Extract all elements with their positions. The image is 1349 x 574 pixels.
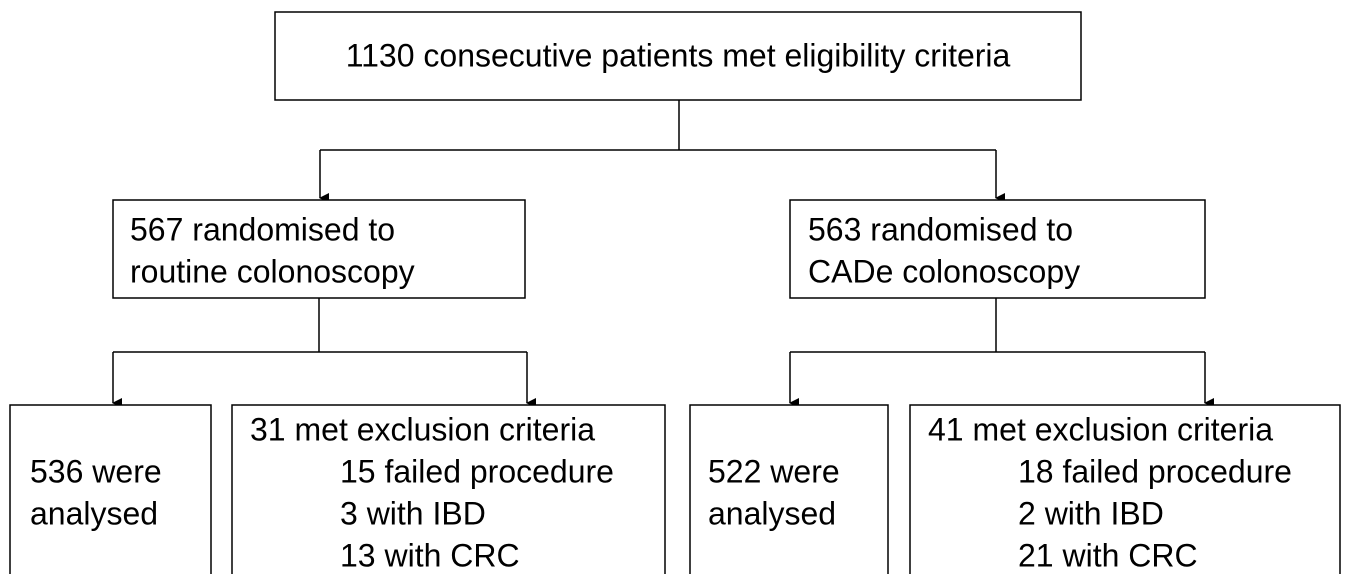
node-label: 41 met exclusion criteria [928, 411, 1273, 447]
node-label: 563 randomised to [808, 211, 1073, 247]
box [112, 199, 526, 299]
node-item: 3 with IBD [340, 495, 486, 531]
node-label: 1130 consecutive patients met eligibilit… [346, 37, 1011, 73]
box [909, 404, 1341, 574]
node-label: 522 were [708, 453, 840, 489]
node-label: routine colonoscopy [130, 253, 415, 289]
node-label: 536 were [30, 453, 162, 489]
connectors [112, 100, 1214, 408]
node-item: 2 with IBD [1018, 495, 1164, 531]
box [9, 404, 212, 574]
node-item: 13 with CRC [340, 537, 520, 573]
box [274, 11, 1082, 101]
node-label: analysed [708, 495, 836, 531]
node-label: analysed [30, 495, 158, 531]
node-item: 18 failed procedure [1018, 453, 1292, 489]
node-label: CADe colonoscopy [808, 253, 1080, 289]
box [231, 404, 666, 574]
node-label: 567 randomised to [130, 211, 395, 247]
box [789, 199, 1206, 299]
node-label: 31 met exclusion criteria [250, 411, 595, 447]
box [689, 404, 889, 574]
node-item: 15 failed procedure [340, 453, 614, 489]
node-item: 21 with CRC [1018, 537, 1198, 573]
